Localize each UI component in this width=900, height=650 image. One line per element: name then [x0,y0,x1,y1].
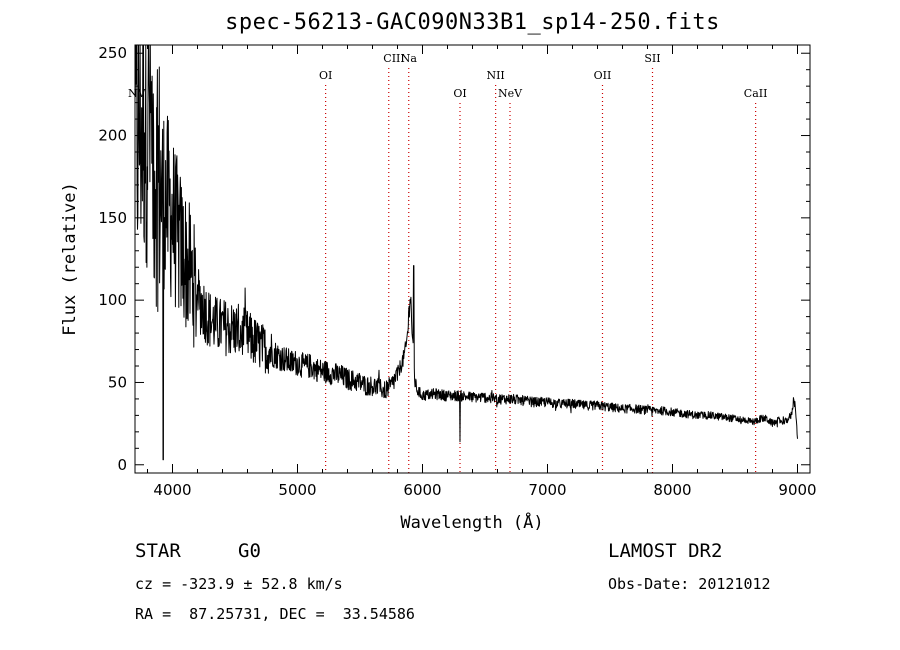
y-tick-label: 250 [98,44,127,62]
x-tick-label: 6000 [403,481,441,499]
spectral-line-label: NeV [498,87,523,100]
x-tick-label: 8000 [653,481,691,499]
spectral-line-label: SII [644,52,660,65]
y-tick-label: 100 [98,291,127,309]
x-tick-label: 7000 [528,481,566,499]
x-tick-label: 5000 [278,481,316,499]
plot-frame [134,44,811,474]
redshift-readout: cz = -323.9 ± 52.8 km/s [135,575,343,593]
spectral-line-label: NII [486,69,504,82]
spectrum-line [134,44,798,461]
spectral-line-label: CaII [744,87,768,100]
y-tick-label: 0 [117,456,127,474]
spectral-subclass: G0 [238,540,261,562]
obs-date: Obs-Date: 20121012 [608,575,771,593]
spectral-line-label: OII [594,69,612,82]
y-tick-label: 150 [98,209,127,227]
y-tick-label: 50 [108,373,127,391]
object-type: STAR [135,540,181,562]
x-axis-label: Wavelength (Å) [400,511,543,533]
spectral-line-label: Na [401,52,418,65]
chart-title: spec-56213-GAC090N33B1_sp14-250.fits [225,10,720,35]
y-axis-label: Flux (relative) [60,182,80,336]
x-tick-label: 4000 [153,481,191,499]
survey-name: LAMOST DR2 [608,540,723,562]
y-tick-label: 200 [98,127,127,145]
axis-ticks: 4000 5000 6000 7000 8000 9000 0 50 100 150 200 250 [98,44,816,499]
x-tick-label: 9000 [778,481,816,499]
spectral-line-label: OI [319,69,332,82]
spectral-line-label: OI [453,87,466,100]
spectrum-series [134,44,798,461]
spectral-line-label: CIII [383,52,404,65]
coordinates: RA = 87.25731, DEC = 33.54586 [135,605,415,623]
